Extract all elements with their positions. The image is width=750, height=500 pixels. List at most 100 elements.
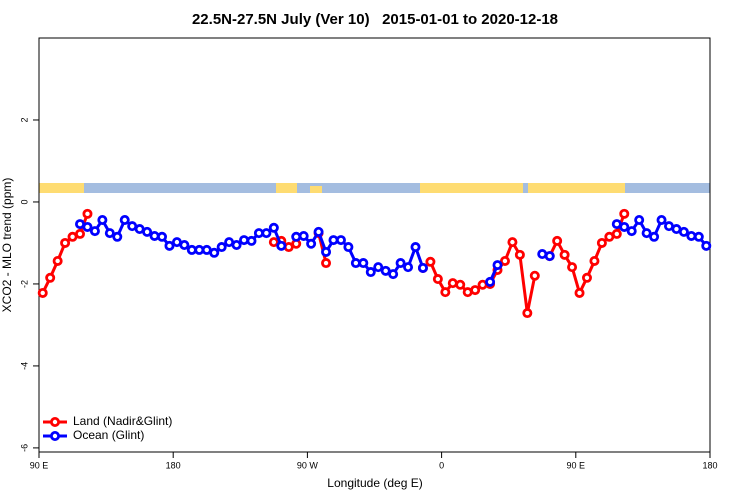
point [574, 287, 585, 298]
point [447, 278, 458, 289]
point [75, 228, 86, 239]
point [417, 262, 428, 273]
point [209, 247, 220, 258]
legend-label: Ocean (Glint) [73, 428, 144, 442]
land-strip [276, 183, 297, 193]
point [321, 258, 332, 269]
point [239, 235, 250, 246]
point [701, 240, 712, 251]
point [432, 274, 443, 285]
land-strip [528, 183, 625, 193]
x-tick-label: 180 [702, 460, 717, 470]
point [470, 285, 481, 296]
y-axis-label: XCO2 - MLO trend (ppm) [0, 178, 14, 313]
point [261, 228, 272, 239]
x-tick-label: 90 W [297, 460, 319, 470]
point [611, 228, 622, 239]
legend-label: Land (Nadir&Glint) [73, 414, 172, 428]
point [678, 226, 689, 237]
point [693, 231, 704, 242]
point [373, 262, 384, 273]
point [499, 255, 510, 266]
point [395, 258, 406, 269]
point [89, 226, 100, 237]
point [164, 240, 175, 251]
y-tick-label: 2 [19, 117, 29, 122]
point [179, 239, 190, 250]
point [82, 208, 93, 219]
point [119, 214, 130, 225]
point [82, 221, 93, 232]
point [37, 287, 48, 298]
point [626, 226, 637, 237]
point [291, 231, 302, 242]
point [514, 249, 525, 260]
point [231, 239, 242, 250]
point [60, 237, 71, 248]
point [596, 237, 607, 248]
point [567, 262, 578, 273]
point [149, 230, 160, 241]
x-tick-label: 180 [166, 460, 181, 470]
point [97, 214, 108, 225]
point [358, 258, 369, 269]
point [313, 226, 324, 237]
point [559, 249, 570, 260]
point [246, 235, 257, 246]
point [365, 267, 376, 278]
point [403, 262, 414, 273]
point [380, 265, 391, 276]
point [634, 214, 645, 225]
point [298, 230, 309, 241]
y-tick-label: 0 [19, 199, 29, 204]
x-tick-label: 0 [439, 460, 444, 470]
x-tick-label: 90 E [30, 460, 49, 470]
land-strip [310, 186, 322, 193]
land-mask [39, 183, 710, 193]
point [619, 208, 630, 219]
point [552, 235, 563, 246]
point [157, 231, 168, 242]
point [268, 222, 279, 233]
point [268, 237, 279, 248]
point [440, 287, 451, 298]
point [656, 214, 667, 225]
point [410, 242, 421, 253]
point [581, 272, 592, 283]
point [276, 240, 287, 251]
point [388, 269, 399, 280]
legend-marker [50, 416, 61, 427]
x-tick-label: 90 E [567, 460, 586, 470]
point [104, 228, 115, 239]
point [649, 231, 660, 242]
point [507, 237, 518, 248]
plot-frame [38, 37, 711, 453]
y-tick-label: -2 [19, 280, 29, 288]
point [216, 242, 227, 253]
point [485, 276, 496, 287]
point [492, 260, 503, 271]
point [52, 255, 63, 266]
point [142, 226, 153, 237]
point [335, 235, 346, 246]
y-tick-label: -4 [19, 362, 29, 370]
point [544, 251, 555, 262]
point [45, 272, 56, 283]
point [522, 308, 533, 319]
point [589, 255, 600, 266]
point [306, 238, 317, 249]
point [321, 246, 332, 257]
land-strip [420, 183, 523, 193]
point [455, 279, 466, 290]
point [641, 228, 652, 239]
point [686, 230, 697, 241]
chart-title: 22.5N-27.5N July (Ver 10) 2015-01-01 to … [192, 11, 558, 28]
ocean-strip [39, 183, 710, 193]
point [425, 256, 436, 267]
point [112, 231, 123, 242]
point [343, 242, 354, 253]
legend-marker [50, 430, 61, 441]
y-tick-label: -6 [19, 444, 29, 452]
land-strip [39, 183, 84, 193]
